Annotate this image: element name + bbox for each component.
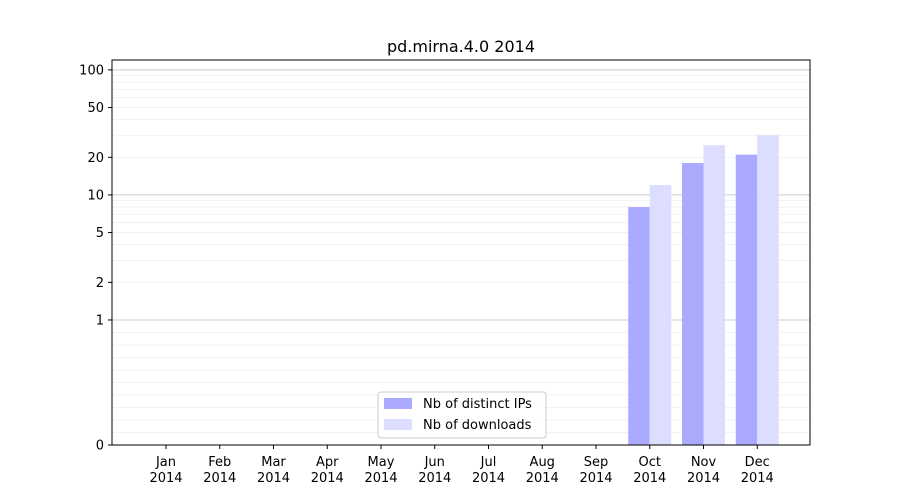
y-tick-label: 1 — [96, 313, 104, 328]
bars-layer — [628, 135, 779, 446]
bar-downloads — [757, 135, 779, 445]
legend: Nb of distinct IPs Nb of downloads — [377, 391, 547, 439]
bar-distinct-ips — [682, 163, 704, 445]
x-axis: Jan 2014 Feb 2014 Mar 2014 Apr 2014 May 2014 Jun 20… — [149, 445, 774, 486]
x-tick-label: Sep 2014 — [579, 455, 612, 486]
y-tick-label: 5 — [96, 226, 104, 241]
x-tick-label: Jul 2014 — [472, 455, 505, 486]
x-tick-label: Jan 2014 — [149, 455, 182, 486]
x-tick-label: May 2014 — [364, 455, 397, 486]
x-tick-label: Dec 2014 — [741, 455, 774, 486]
x-tick-label: Feb 2014 — [203, 455, 236, 486]
legend-label: Nb of downloads — [423, 418, 532, 433]
legend-box — [377, 391, 547, 439]
bar-downloads — [703, 145, 725, 445]
bar-distinct-ips — [735, 154, 758, 446]
legend-swatch — [384, 398, 412, 409]
y-axis: 0 1 2 5 10 20 50 100 — [79, 63, 112, 454]
bar-downloads — [649, 185, 672, 445]
bar-distinct-ips — [628, 207, 650, 445]
legend-label: Nb of distinct IPs — [423, 397, 532, 412]
x-tick-label: Mar 2014 — [257, 455, 290, 486]
y-tick-label: 0 — [96, 439, 104, 454]
chart-title: pd.mirna.4.0 2014 — [387, 37, 535, 56]
plot-frame — [111, 59, 811, 446]
x-tick-label: Oct 2014 — [633, 455, 666, 486]
y-tick-label: 20 — [87, 151, 104, 166]
y-tick-label: 2 — [96, 276, 104, 291]
y-tick-label: 10 — [87, 188, 104, 203]
x-tick-label: Nov 2014 — [687, 455, 720, 486]
y-tick-label: 50 — [87, 101, 104, 116]
legend-swatch — [384, 419, 412, 430]
x-tick-label: Apr 2014 — [311, 455, 344, 486]
x-tick-label: Jun 2014 — [418, 455, 451, 486]
x-tick-label: Aug 2014 — [526, 455, 559, 486]
y-tick-label: 100 — [79, 63, 104, 78]
